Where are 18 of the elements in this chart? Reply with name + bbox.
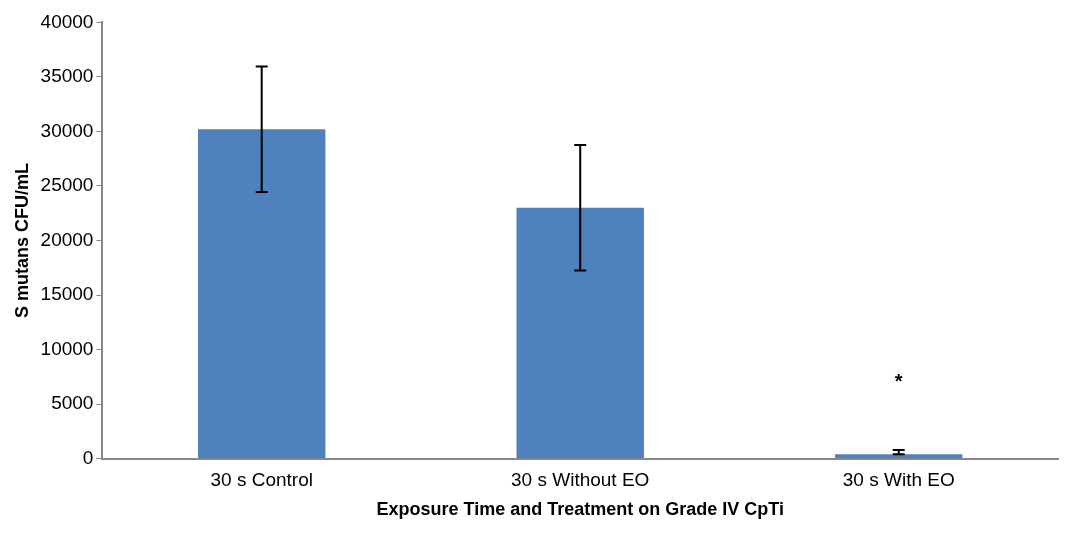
y-tick-label: 35000	[40, 65, 94, 87]
x-tick-label: 30 s With EO	[842, 469, 955, 491]
y-tick-label: 0	[82, 446, 94, 468]
y-tick-label: 40000	[40, 10, 94, 32]
y-tick-label: 25000	[40, 174, 94, 196]
y-tick-label: 30000	[40, 119, 94, 141]
y-tick-label: 10000	[40, 337, 94, 359]
bar	[516, 207, 644, 459]
bar	[197, 129, 326, 459]
y-tick-label: 15000	[40, 283, 94, 305]
annotation: *	[894, 369, 903, 392]
x-tick-label: 30 s Control	[210, 469, 313, 491]
y-tick-label: 5000	[51, 392, 94, 414]
y-axis-title: S mutans CFU/mL	[11, 162, 32, 319]
x-tick-label: 30 s Without EO	[511, 469, 650, 491]
bar	[835, 454, 963, 459]
y-tick-label: 20000	[40, 228, 94, 250]
x-axis-title: Exposure Time and Treatment on Grade IV CpTi	[376, 499, 784, 520]
